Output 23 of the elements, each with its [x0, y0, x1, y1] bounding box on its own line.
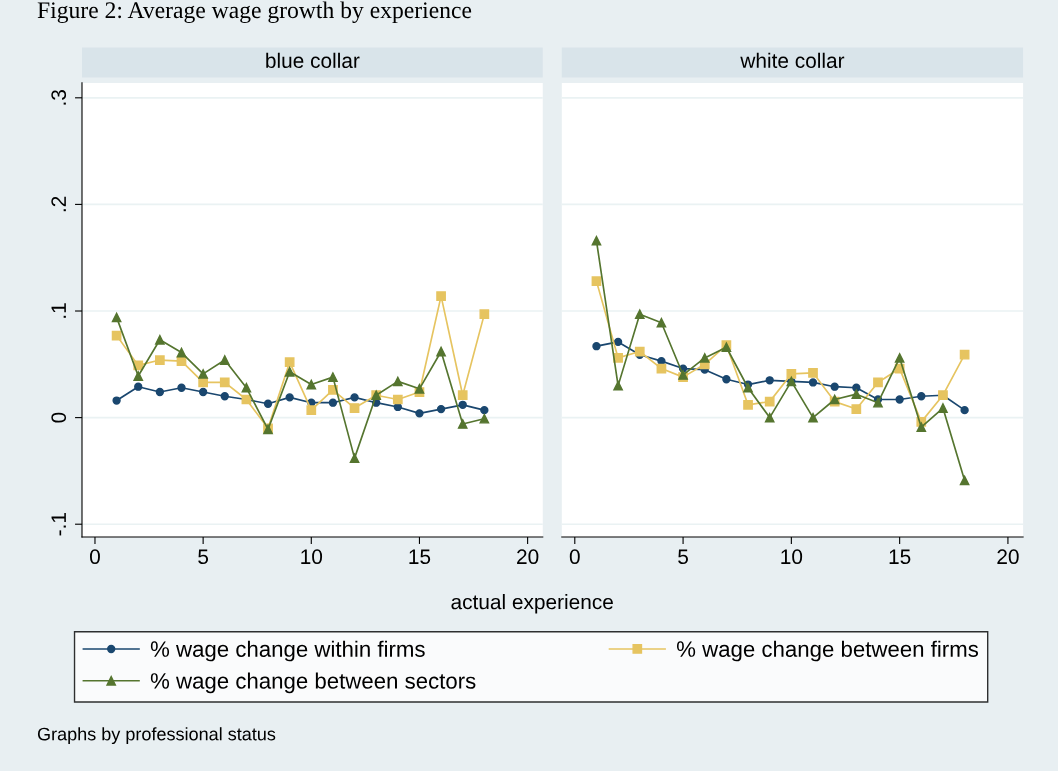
- y-tick-label: .1: [51, 303, 66, 318]
- y-tick-label: 0: [51, 412, 67, 423]
- chart-title: white collar: [740, 52, 845, 69]
- x-tick-label: 10: [781, 549, 803, 565]
- text: Graphs by professional status: [37, 727, 276, 745]
- legend-label: % wage change between firms: [676, 640, 979, 662]
- legend-label: % wage change between sectors: [150, 672, 476, 694]
- x-tick-label: 0: [90, 549, 100, 565]
- x-axis-title: actual experience: [451, 593, 613, 614]
- x-tick-label: 15: [889, 549, 911, 565]
- x-tick-label: 0: [569, 549, 580, 565]
- y-tick-label: .3: [51, 90, 67, 105]
- x-tick-label: 20: [517, 549, 539, 565]
- x-tick-label: 5: [198, 549, 209, 565]
- y-tick-label: .2: [51, 196, 66, 212]
- x-tick-label: 5: [678, 549, 688, 565]
- legend-label: % wage change within firms: [150, 640, 425, 662]
- x-tick-label: 10: [301, 549, 323, 565]
- y-tick-label: -.1: [51, 513, 66, 536]
- chart-title: blue collar: [266, 52, 360, 69]
- caption: Figure 2: Average wage growth by experience: [37, 1, 472, 24]
- x-tick-label: 20: [997, 549, 1019, 565]
- x-tick-label: 15: [409, 549, 431, 565]
